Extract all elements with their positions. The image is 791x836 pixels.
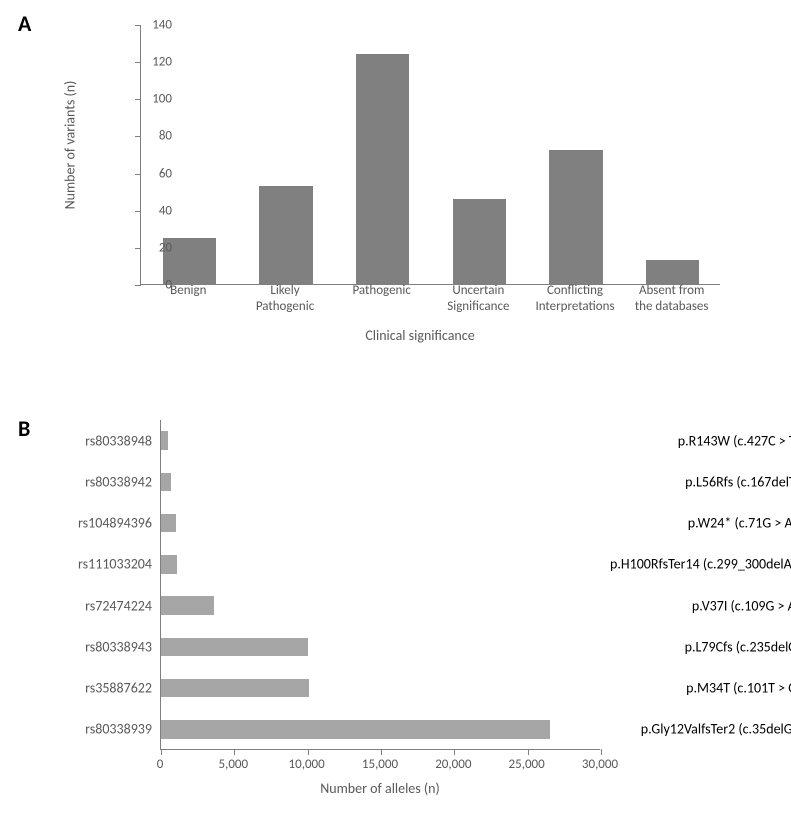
panel-b-ycat-label: rs80338942: [20, 473, 152, 490]
panel-b-xtick-label: 20,000: [423, 757, 483, 772]
panel-a-xtick-label: Absent from the databases: [624, 283, 720, 314]
panel-b-bar: [161, 473, 171, 492]
panel-a-ylabel: Number of variants (n): [62, 81, 79, 210]
panel-a-bar: [453, 199, 506, 284]
panel-b-xtick: [234, 749, 235, 755]
panel-b-xtick-label: 5,000: [203, 757, 263, 772]
panel-a-xtick-label: Uncertain Significance: [430, 283, 526, 314]
panel-b-bar: [161, 720, 550, 739]
panel-b-ycat-label: rs80338948: [20, 432, 152, 449]
panel-b-right-label: p.V37I (c.109G > A): [610, 597, 791, 614]
panel-b-bar: [161, 431, 168, 450]
panel-a-ytick-label: 140: [132, 18, 172, 33]
panel-b-xtick: [601, 749, 602, 755]
panel-b-xtick-label: 30,000: [570, 757, 630, 772]
panel-b-plot-area: [160, 420, 600, 750]
panel-b-right-label: p.R143W (c.427C > T): [610, 432, 791, 449]
panel-b-bar: [161, 514, 176, 533]
panel-a-ytick-label: 120: [132, 55, 172, 70]
panel-a-ytick-label: 40: [132, 203, 172, 218]
panel-b-right-label: p.M34T (c.101T > C): [610, 680, 791, 697]
panel-b-xtick: [308, 749, 309, 755]
panel-a-ytick-label: 20: [132, 240, 172, 255]
panel-b-ycat-label: rs35887622: [20, 680, 152, 697]
panel-a-label: A: [18, 10, 31, 37]
panel-b-xtick-label: 10,000: [277, 757, 337, 772]
panel-a-plot-area: [140, 25, 720, 285]
panel-b-xtick-label: 0: [130, 757, 190, 772]
panel-b-xtick-label: 15,000: [350, 757, 410, 772]
panel-b-ycat-label: rs80338943: [20, 638, 152, 655]
panel-a-bar: [356, 54, 409, 284]
panel-a-xtick-label: Conflicting Interpretations: [527, 283, 623, 314]
panel-b-ycat-label: rs104894396: [20, 515, 152, 532]
panel-b-right-label: p.Gly12ValfsTer2 (c.35delG ): [610, 721, 791, 738]
panel-b-xtick: [528, 749, 529, 755]
panel-b-right-label: p.H100RfsTer14 (c.299_300delAT): [610, 556, 791, 573]
panel-b-bar: [161, 555, 177, 574]
panel-a-ytick-label: 80: [132, 129, 172, 144]
panel-b-bar: [161, 679, 309, 698]
panel-b-bar: [161, 596, 214, 615]
panel-b-ycat-label: rs111033204: [20, 556, 152, 573]
panel-b-right-label: p.W24* (c.71G > A ): [610, 515, 791, 532]
panel-b-ycat-label: rs80338939: [20, 721, 152, 738]
panel-a-ytick-label: 100: [132, 92, 172, 107]
panel-a-xtick-label: Pathogenic: [334, 283, 430, 299]
panel-a-xtick-label: Likely Pathogenic: [237, 283, 333, 314]
panel-b-right-label: p.L56Rfs (c.167delT): [610, 473, 791, 490]
panel-a-bar: [259, 186, 312, 284]
figure-container: A Number of variants (n) Clinical signif…: [0, 0, 791, 836]
panel-b-xtick: [161, 749, 162, 755]
panel-a-ytick-label: 60: [132, 166, 172, 181]
panel-b-chart: Number of alleles (n) 0 5,000 10,000 15,000…: [20, 415, 780, 815]
panel-b-bar: [161, 638, 308, 657]
panel-b-xtick: [381, 749, 382, 755]
panel-a-chart: Number of variants (n) Clinical signific…: [80, 15, 760, 355]
panel-b-xtick: [454, 749, 455, 755]
panel-b-ycat-label: rs72474224: [20, 597, 152, 614]
panel-b-right-label: p.L79Cfs (c.235delC): [610, 638, 791, 655]
panel-a-xlabel: Clinical significance: [80, 327, 760, 344]
panel-a-bar: [646, 260, 699, 284]
panel-a-bar: [549, 150, 602, 284]
panel-a-xtick-label: Benign: [140, 283, 236, 299]
panel-b-xlabel: Number of alleles (n): [160, 780, 600, 797]
panel-b-xtick-label: 25,000: [497, 757, 557, 772]
